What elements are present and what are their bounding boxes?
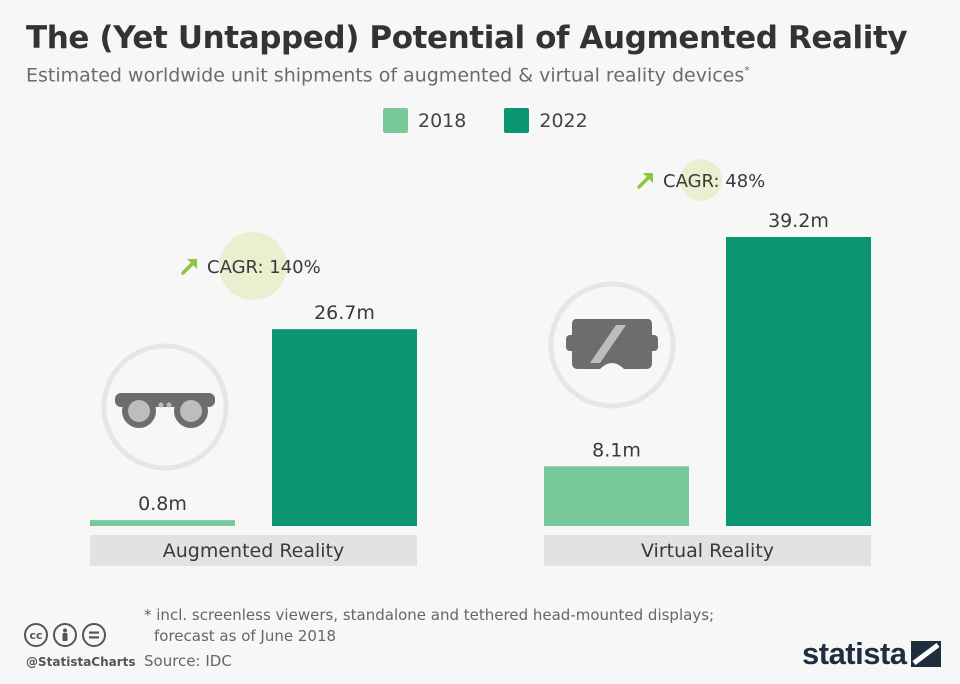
bar-2022 <box>272 329 417 526</box>
footnote-line-2: forecast as of June 2018 <box>154 627 337 645</box>
statista-mark-icon <box>910 641 941 667</box>
chart-title: The (Yet Untapped) Potential of Augmente… <box>26 20 908 56</box>
legend-swatch-2022 <box>504 108 530 133</box>
category-band <box>544 535 871 566</box>
glasses-lens-inner-right <box>180 400 202 422</box>
footnote-line-1: * incl. screenless viewers, standalone a… <box>144 606 715 624</box>
legend-item-2022: 2022 <box>504 108 588 133</box>
glasses-sensor <box>166 402 172 408</box>
cagr-highlight <box>680 159 722 201</box>
legend-swatch-2018 <box>383 108 408 133</box>
category-label: Virtual Reality <box>641 540 774 562</box>
bar-2022 <box>726 237 871 526</box>
chart-legend: 2018 2022 <box>383 108 626 133</box>
trend-arrow-head <box>643 173 653 183</box>
glasses-sensor <box>158 402 164 408</box>
footnote: * incl. screenless viewers, standalone a… <box>144 605 714 647</box>
category-band <box>90 535 417 566</box>
icon-ring <box>548 281 676 409</box>
subtitle-text: Estimated worldwide unit shipments of au… <box>26 64 745 87</box>
trend-arrow-icon <box>637 173 653 189</box>
cagr-highlight <box>219 232 287 300</box>
trend-arrow-icon <box>181 259 197 275</box>
bar-2018 <box>90 520 235 526</box>
bar-2018 <box>544 466 689 526</box>
source-note: Source: IDC <box>144 652 232 670</box>
legend-label-2022: 2022 <box>539 109 588 132</box>
glasses-lens-inner-left <box>128 400 150 422</box>
cagr-annotation: CAGR: 48% <box>637 159 765 201</box>
cagr-label: CAGR: 48% <box>663 171 765 192</box>
social-handle: @StatistaCharts <box>26 655 136 669</box>
cagr-label: CAGR: 140% <box>207 257 321 278</box>
trend-arrow-head <box>187 259 197 269</box>
cc-icon: cc <box>24 623 48 647</box>
statista-logo: statista <box>802 636 941 672</box>
vr-headset-icon <box>548 281 676 409</box>
by-icon <box>53 623 77 647</box>
icon-ring <box>101 343 229 471</box>
data-label: 0.8m <box>138 493 187 515</box>
subtitle-footnote-mark: * <box>744 64 750 77</box>
brand-name: statista <box>802 636 907 671</box>
data-label: 39.2m <box>768 210 829 232</box>
cagr-annotation: CAGR: 140% <box>181 232 321 300</box>
data-label: 26.7m <box>314 302 375 324</box>
legend-item-2018: 2018 <box>383 108 466 133</box>
chart-subtitle: Estimated worldwide unit shipments of au… <box>26 64 750 86</box>
legend-label-2018: 2018 <box>418 109 467 132</box>
category-label: Augmented Reality <box>163 540 345 562</box>
data-label: 8.1m <box>592 439 641 461</box>
nd-icon <box>82 623 106 647</box>
license-icons: cc <box>24 623 111 647</box>
ar-glasses-icon <box>101 343 229 471</box>
headset-reflection <box>590 325 626 363</box>
